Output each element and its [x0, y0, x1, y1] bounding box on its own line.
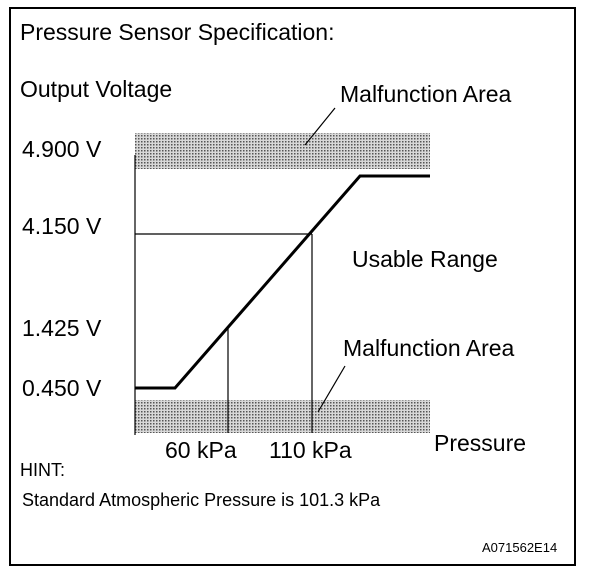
upper-malfunction-band: [135, 133, 430, 169]
hint-text: Standard Atmospheric Pressure is 101.3 k…: [22, 490, 381, 510]
leader-line: [317, 365, 346, 413]
upper-region-label: Malfunction Area: [340, 81, 512, 107]
lower-malfunction-band: [135, 400, 430, 433]
y-axis-label: Output Voltage: [20, 76, 172, 102]
voltage-label: 4.150 V: [22, 213, 102, 239]
title: Pressure Sensor Specification:: [20, 19, 335, 45]
x-axis-label: Pressure: [434, 430, 526, 456]
hint-heading: HINT:: [20, 460, 65, 480]
voltage-label: 4.900 V: [22, 136, 102, 162]
middle-region-label: Usable Range: [352, 246, 498, 272]
figure-id: A071562E14: [482, 540, 557, 555]
voltage-label: 1.425 V: [22, 315, 102, 341]
pressure-label: 110 kPa: [269, 437, 352, 463]
frame: [9, 7, 576, 566]
lower-region-label: Malfunction Area: [343, 335, 515, 361]
voltage-label: 0.450 V: [22, 375, 102, 401]
output-curve: [135, 174, 430, 390]
pressure-label: 60 kPa: [165, 437, 237, 463]
leader-line: [304, 107, 336, 146]
